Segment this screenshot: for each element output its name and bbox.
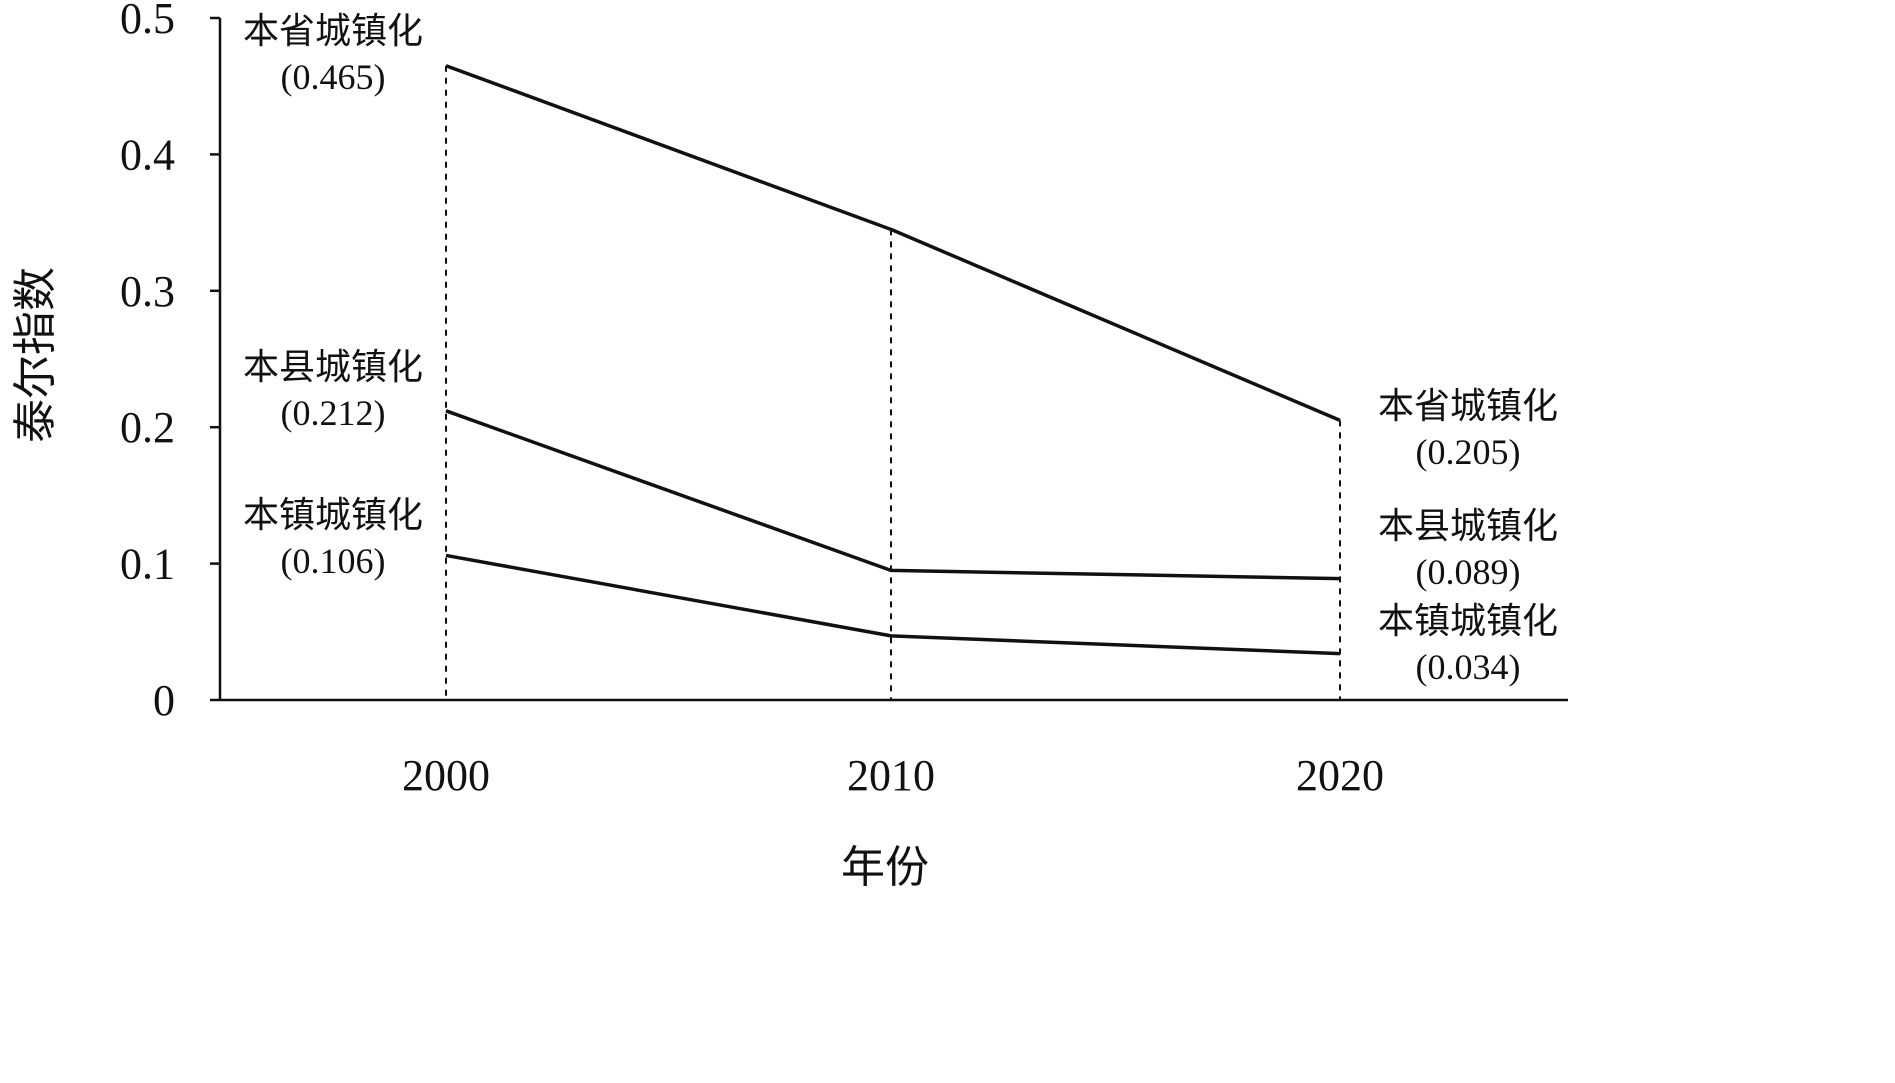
- x-guide-lines: [445, 65, 1341, 700]
- series-annotations: 本省城镇化 (0.465) 本省城镇化 (0.205) 本县城镇化 (0.212) 本县城镇…: [243, 11, 1558, 687]
- x-tick-label: 2000: [402, 751, 490, 800]
- series-line-1: [445, 409, 1341, 581]
- y-axis-title: 泰尔指数: [10, 267, 61, 443]
- end-label: 本省城镇化: [1378, 386, 1558, 426]
- start-label: 本省城镇化: [243, 11, 423, 51]
- x-tick-label: 2010: [847, 751, 935, 800]
- end-value-label: (0.089): [1416, 552, 1521, 592]
- series-line-2: [445, 553, 1341, 656]
- axes: [218, 18, 1568, 702]
- y-tick-label: 0: [153, 676, 175, 725]
- start-label: 本镇城镇化: [243, 495, 423, 535]
- end-value-label: (0.034): [1416, 647, 1521, 687]
- x-ticks: 2000 2010 2020: [402, 751, 1384, 800]
- y-tick-label: 0.5: [120, 0, 175, 43]
- line-chart: 0 0.1 0.2 0.3 0.4 0.5 2000 2010 2020 本省城镇化 (0.46…: [10, 0, 1568, 893]
- chart-container: 0 0.1 0.2 0.3 0.4 0.5 2000 2010 2020 本省城镇化 (0.46…: [10, 0, 1568, 893]
- start-value-label: (0.106): [281, 541, 386, 581]
- end-label: 本镇城镇化: [1378, 601, 1558, 641]
- y-tick-label: 0.3: [120, 267, 175, 316]
- y-tick-label: 0.2: [120, 403, 175, 452]
- start-value-label: (0.465): [281, 57, 386, 97]
- y-tick-label: 0.4: [120, 130, 175, 179]
- series-lines: [445, 64, 1341, 656]
- end-value-label: (0.205): [1416, 432, 1521, 472]
- end-label: 本县城镇化: [1378, 506, 1558, 546]
- y-ticks: 0 0.1 0.2 0.3 0.4 0.5: [120, 0, 220, 725]
- start-value-label: (0.212): [281, 393, 386, 433]
- start-label: 本县城镇化: [243, 347, 423, 387]
- y-tick-label: 0.1: [120, 540, 175, 589]
- x-axis-title: 年份: [841, 842, 929, 893]
- series-line-0: [445, 64, 1341, 422]
- x-tick-label: 2020: [1296, 751, 1384, 800]
